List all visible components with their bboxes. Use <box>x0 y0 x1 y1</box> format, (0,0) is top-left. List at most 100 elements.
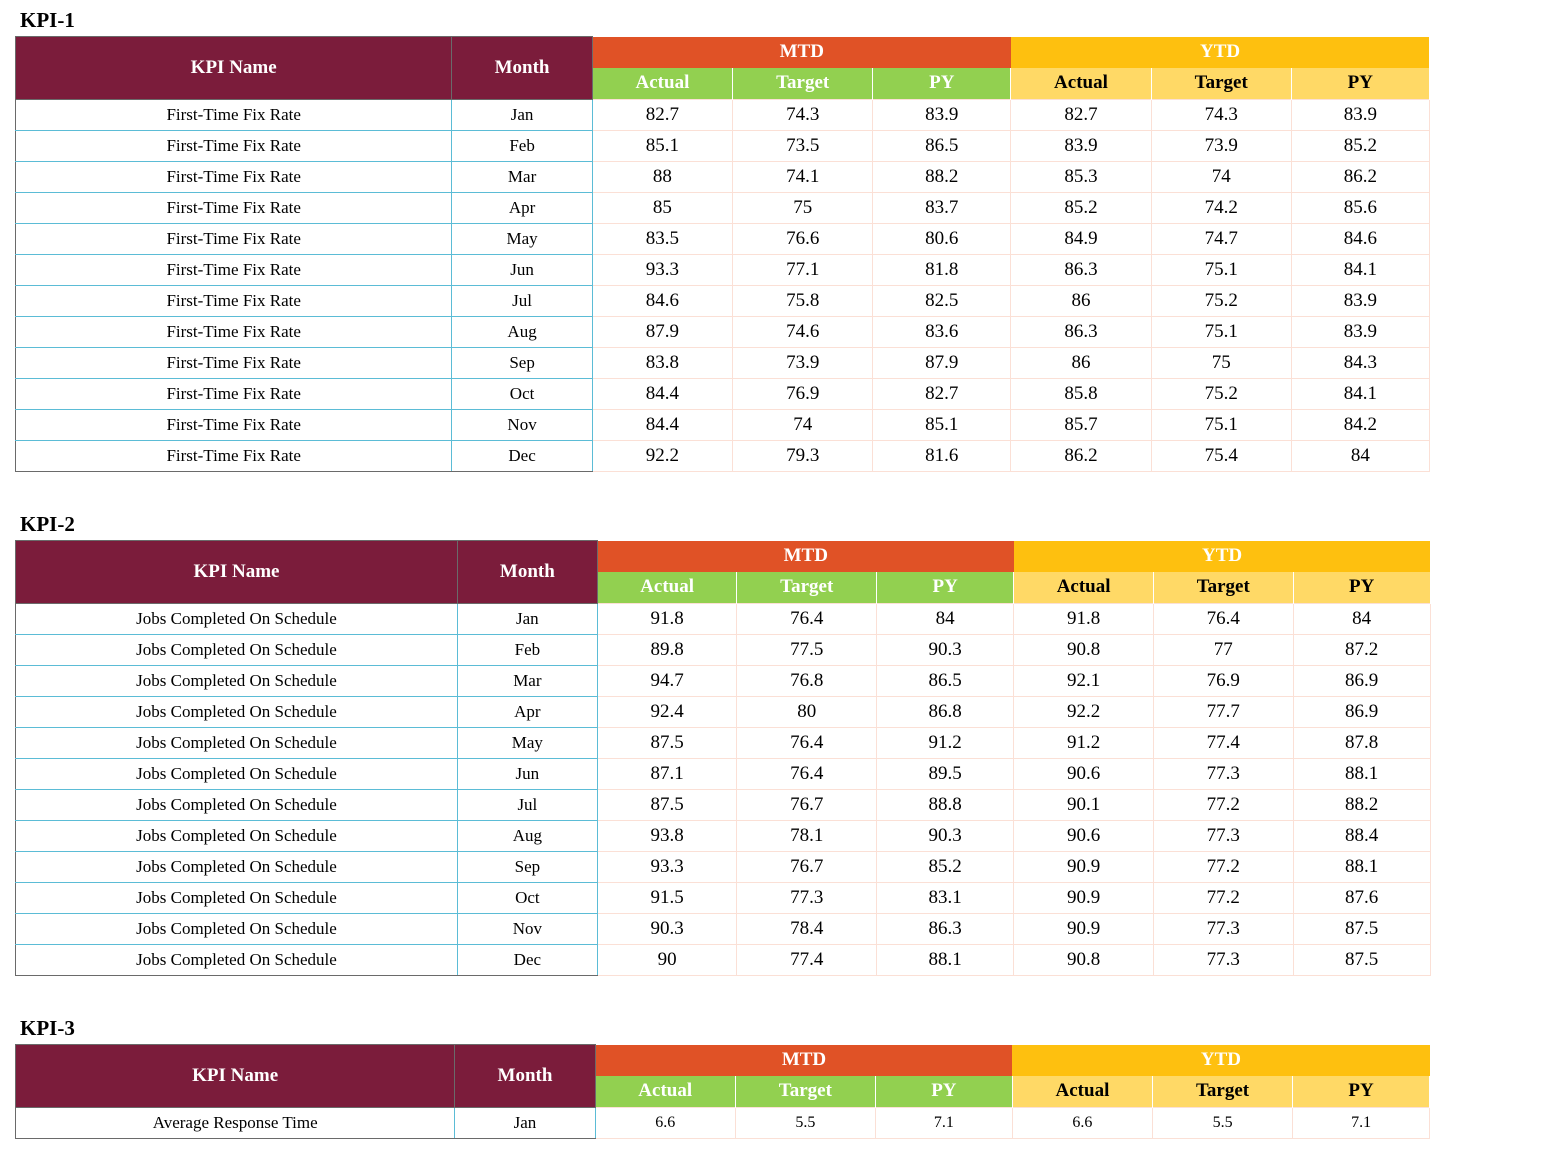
month-cell: Oct <box>456 881 598 914</box>
month-cell: Sep <box>456 850 598 883</box>
ytd-actual-header: Actual <box>1012 1075 1154 1107</box>
month-cell: May <box>451 222 593 255</box>
kpi-name-cell: First-Time Fix Rate <box>14 98 453 131</box>
ytd-header: YTD <box>1012 1044 1430 1076</box>
ytd-py-cell: 87.5 <box>1292 912 1431 945</box>
mtd-target-cell: 76.4 <box>736 757 878 790</box>
mtd-py-cell: 7.1 <box>874 1106 1013 1139</box>
ytd-target-cell: 76.9 <box>1152 664 1294 697</box>
ytd-py-cell: 84 <box>1292 602 1431 635</box>
mtd-py-cell: 89.5 <box>876 757 1015 790</box>
month-cell: Apr <box>456 695 598 728</box>
ytd-py-cell: 87.8 <box>1292 726 1431 759</box>
table-row: Jobs Completed On Schedule Apr 92.4 80 86.8 9… <box>15 695 1565 728</box>
mtd-target-cell: 74.3 <box>732 98 874 131</box>
mtd-target-cell: 77.4 <box>736 943 878 976</box>
kpi-name-cell: Jobs Completed On Schedule <box>15 881 458 914</box>
ytd-actual-cell: 85.3 <box>1010 160 1152 193</box>
mtd-header: MTD <box>597 540 1014 572</box>
ytd-actual-cell: 84.9 <box>1010 222 1152 255</box>
ytd-actual-cell: 90.9 <box>1013 912 1154 945</box>
month-cell: Dec <box>451 439 593 472</box>
ytd-target-cell: 75 <box>1150 346 1292 379</box>
kpi-name-cell: First-Time Fix Rate <box>14 222 453 255</box>
kpi-title: KPI-2 <box>20 512 75 536</box>
mtd-py-cell: 83.9 <box>872 98 1012 131</box>
kpi-name-cell: Jobs Completed On Schedule <box>15 819 458 852</box>
ytd-target-cell: 73.9 <box>1150 129 1292 162</box>
mtd-target-cell: 74.6 <box>732 315 874 348</box>
month-cell: Jun <box>451 253 593 286</box>
kpi-name-cell: First-Time Fix Rate <box>14 284 453 317</box>
month-cell: Oct <box>451 377 593 410</box>
mtd-target-cell: 76.7 <box>736 850 878 883</box>
mtd-actual-cell: 93.8 <box>596 819 738 852</box>
month-cell: Jul <box>456 788 598 821</box>
mtd-py-cell: 84 <box>876 602 1015 635</box>
mtd-py-cell: 86.3 <box>876 912 1015 945</box>
table-row: Jobs Completed On Schedule Aug 93.8 78.1 90.… <box>15 819 1565 852</box>
header-row-sub: Actual Target PY Actual Target PY <box>16 571 1565 603</box>
table-row: First-Time Fix Rate Feb 85.1 73.5 86.5 83.9 73… <box>14 129 1565 162</box>
ytd-py-cell: 7.1 <box>1292 1106 1431 1139</box>
kpi-name-cell: Average Response Time <box>14 1106 456 1139</box>
ytd-target-cell: 77.3 <box>1152 943 1294 976</box>
mtd-py-cell: 88.1 <box>876 943 1015 976</box>
ytd-actual-cell: 91.2 <box>1013 726 1154 759</box>
ytd-target-cell: 77.2 <box>1152 788 1294 821</box>
kpi-name-cell: Jobs Completed On Schedule <box>15 664 458 697</box>
kpi-name-header: KPI Name <box>14 36 453 100</box>
mtd-actual-cell: 91.8 <box>596 602 738 635</box>
ytd-target-cell: 5.5 <box>1152 1106 1294 1139</box>
mtd-header: MTD <box>592 36 1011 68</box>
mtd-target-header: Target <box>735 1075 876 1107</box>
ytd-actual-header: Actual <box>1013 571 1154 603</box>
mtd-target-cell: 73.9 <box>732 346 874 379</box>
ytd-py-cell: 85.2 <box>1290 129 1430 162</box>
mtd-target-cell: 76.7 <box>736 788 878 821</box>
kpi-name-cell: First-Time Fix Rate <box>14 315 453 348</box>
ytd-actual-cell: 86 <box>1010 284 1152 317</box>
ytd-py-cell: 84.1 <box>1290 253 1430 286</box>
mtd-py-cell: 83.1 <box>876 881 1015 914</box>
month-cell: Apr <box>451 191 593 224</box>
ytd-actual-cell: 86.2 <box>1010 439 1152 472</box>
mtd-py-cell: 86.5 <box>876 664 1015 697</box>
mtd-actual-cell: 84.6 <box>591 284 734 317</box>
mtd-actual-cell: 84.4 <box>591 408 734 441</box>
ytd-target-cell: 74 <box>1150 160 1292 193</box>
ytd-actual-cell: 91.8 <box>1013 602 1154 635</box>
kpi-name-cell: First-Time Fix Rate <box>14 191 453 224</box>
mtd-actual-header: Actual <box>597 571 738 603</box>
mtd-py-cell: 90.3 <box>876 633 1015 666</box>
ytd-py-header: PY <box>1292 1075 1431 1107</box>
ytd-actual-cell: 92.1 <box>1013 664 1154 697</box>
ytd-py-cell: 84 <box>1290 439 1430 472</box>
mtd-target-cell: 77.3 <box>736 881 878 914</box>
mtd-actual-cell: 6.6 <box>594 1106 736 1139</box>
kpi-name-header: KPI Name <box>15 540 458 604</box>
mtd-py-cell: 90.3 <box>876 819 1015 852</box>
ytd-py-cell: 88.4 <box>1292 819 1431 852</box>
month-cell: Feb <box>451 129 593 162</box>
ytd-target-cell: 77 <box>1152 633 1294 666</box>
month-cell: Jun <box>456 757 598 790</box>
mtd-actual-cell: 85.1 <box>591 129 734 162</box>
mtd-target-cell: 78.1 <box>736 819 878 852</box>
mtd-py-cell: 82.7 <box>872 377 1012 410</box>
mtd-actual-cell: 92.2 <box>591 439 734 472</box>
mtd-actual-cell: 87.1 <box>596 757 738 790</box>
table-row: Jobs Completed On Schedule Jan 91.8 76.4 84 9… <box>15 602 1565 635</box>
table-row: First-Time Fix Rate Oct 84.4 76.9 82.7 85.8 75… <box>14 377 1565 410</box>
mtd-target-cell: 76.4 <box>736 602 878 635</box>
mtd-target-cell: 77.5 <box>736 633 878 666</box>
table-row: Jobs Completed On Schedule Feb 89.8 77.5 90.… <box>15 633 1565 666</box>
ytd-actual-cell: 90.9 <box>1013 881 1154 914</box>
mtd-actual-cell: 85 <box>591 191 734 224</box>
mtd-actual-cell: 90 <box>596 943 738 976</box>
ytd-py-cell: 83.9 <box>1290 98 1430 131</box>
month-cell: Aug <box>456 819 598 852</box>
mtd-actual-cell: 93.3 <box>596 850 738 883</box>
kpi-name-cell: First-Time Fix Rate <box>14 439 453 472</box>
ytd-py-cell: 83.9 <box>1290 284 1430 317</box>
